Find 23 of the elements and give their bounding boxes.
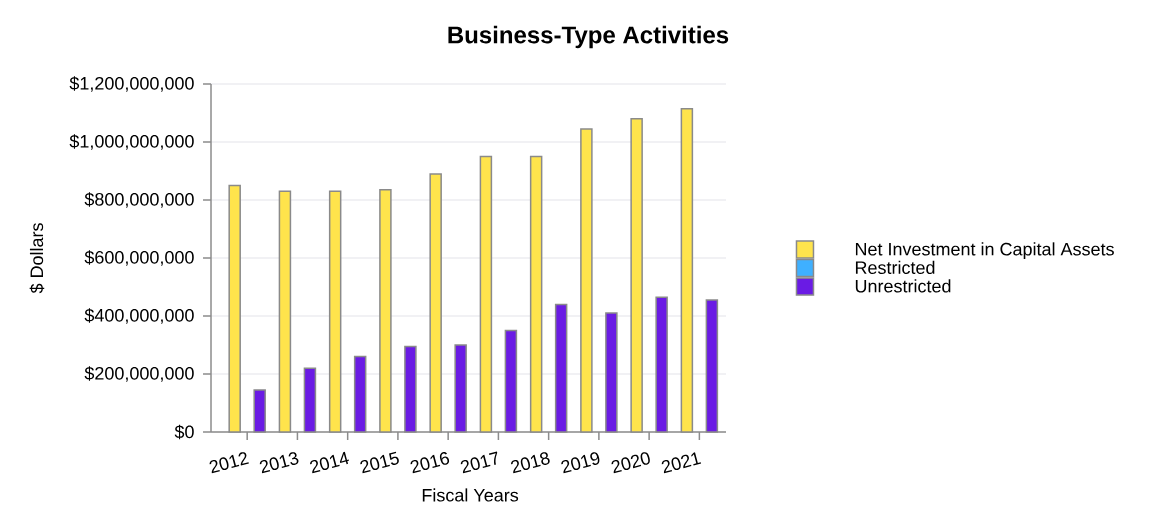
x-tick-label: 2018 (511, 452, 550, 474)
x-tick-label: 2021 (661, 452, 702, 474)
legend-label: Net Investment in Capital Assets (855, 242, 1114, 260)
legend-label: Restricted (855, 260, 935, 275)
x-tick-label: 2016 (410, 452, 450, 474)
y-tick-label: $800,000,000 (84, 192, 194, 208)
x-axis-title: Fiscal Years (422, 488, 519, 502)
y-axis-title: $ Dollars (29, 223, 45, 294)
y-tick-label: $200,000,000 (84, 366, 194, 382)
x-tick-label: 2017 (460, 451, 498, 474)
x-tick-label: 2014 (310, 451, 349, 474)
y-tick-label: $600,000,000 (84, 250, 194, 266)
x-tick-label: 2020 (611, 452, 650, 474)
x-tick-label: 2013 (259, 452, 299, 474)
y-tick-label: $1,200,000,000 (69, 76, 194, 92)
y-tick-label: $0 (174, 424, 194, 440)
legend-label: Unrestricted (855, 279, 951, 293)
x-tick-label: 2012 (209, 452, 249, 474)
chart-title: Business-Type Activities (448, 25, 729, 49)
y-tick-label: $400,000,000 (84, 308, 194, 324)
x-tick-label: 2019 (561, 452, 600, 474)
y-tick-label: $1,000,000,000 (69, 134, 194, 150)
x-tick-label: 2015 (360, 451, 399, 474)
